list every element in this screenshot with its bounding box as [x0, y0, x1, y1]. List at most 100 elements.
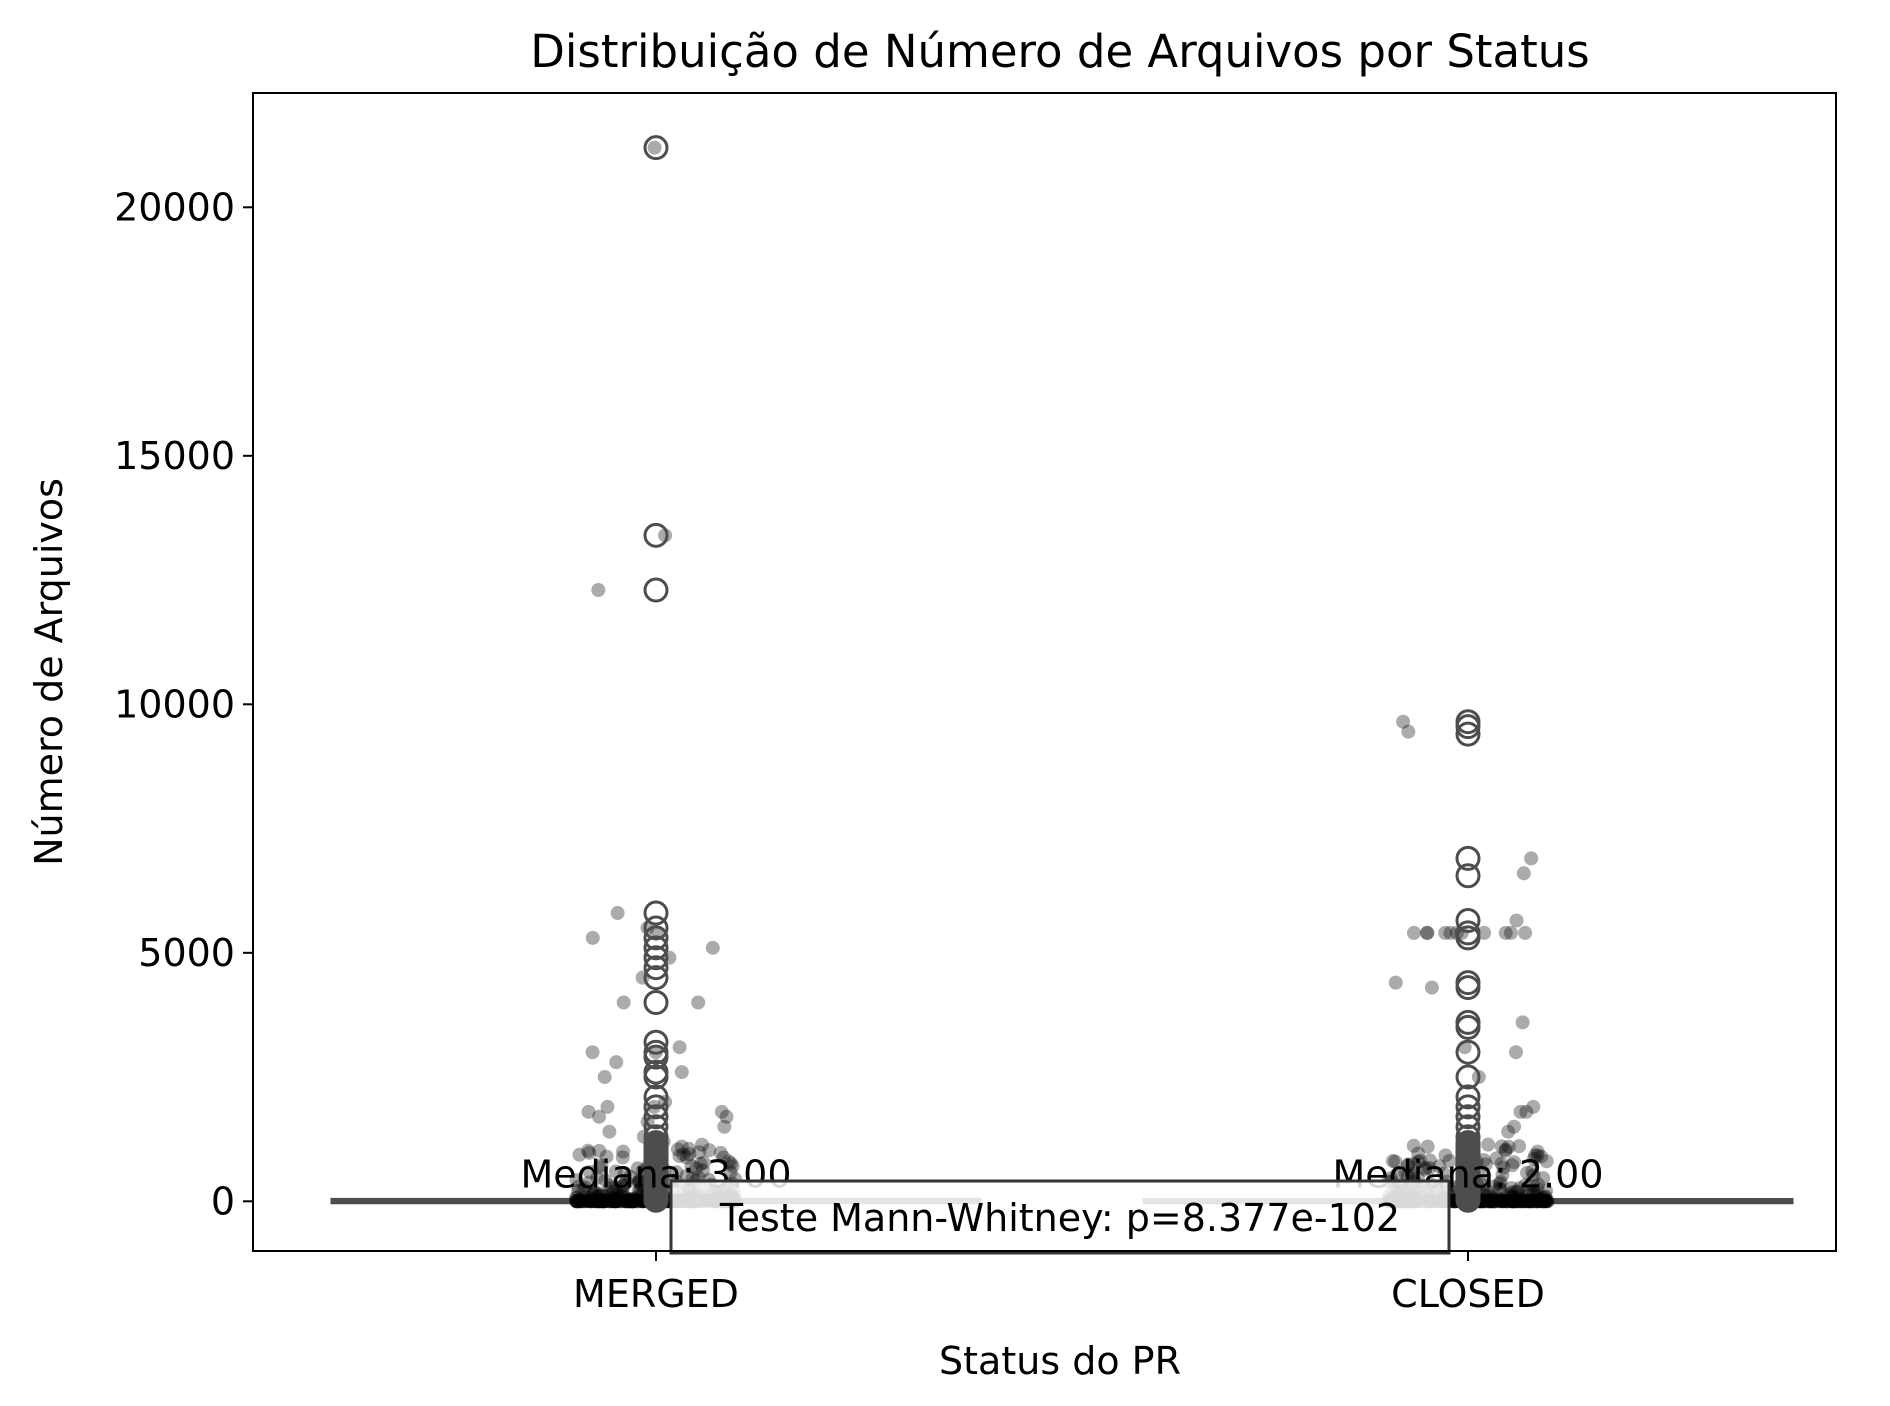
jitter-point	[608, 1194, 623, 1209]
jitter-point	[576, 1182, 591, 1197]
jitter-point	[1521, 1194, 1536, 1209]
jitter-point	[621, 1194, 636, 1209]
jitter-point	[1516, 1194, 1531, 1209]
jitter-point	[569, 1190, 584, 1205]
jitter-point	[1533, 1191, 1548, 1206]
mann-whitney-annotation: Teste Mann-Whitney: p=8.377e-102	[669, 1179, 1451, 1255]
jitter-point	[1526, 1151, 1541, 1166]
jitter-point	[1538, 1194, 1553, 1209]
jitter-point	[618, 1191, 633, 1206]
jitter-point	[610, 1190, 625, 1205]
jitter-point	[1515, 1191, 1530, 1206]
jitter-point	[1400, 1157, 1415, 1172]
jitter-point	[1388, 1154, 1403, 1169]
jitter-point	[669, 1165, 684, 1180]
jitter-point	[621, 1194, 636, 1209]
jitter-point	[624, 1192, 639, 1207]
jitter-point	[1534, 1193, 1549, 1208]
jitter-point	[610, 906, 625, 921]
jitter-point	[616, 995, 631, 1010]
jitter-point	[1496, 1160, 1511, 1175]
jitter-point	[595, 1194, 610, 1209]
jitter-point	[1506, 1194, 1521, 1209]
outlier-marker	[643, 577, 669, 603]
jitter-point	[1484, 1190, 1499, 1205]
jitter-point	[592, 1193, 607, 1208]
jitter-point	[630, 1194, 645, 1209]
jitter-point	[682, 1147, 697, 1162]
jitter-point	[1509, 1194, 1524, 1209]
jitter-point	[1513, 1104, 1528, 1119]
jitter-point	[705, 940, 720, 955]
jitter-point	[1520, 1165, 1535, 1180]
jitter-point	[1487, 1194, 1502, 1209]
outlier-marker	[643, 900, 669, 926]
outlier-marker	[643, 990, 669, 1016]
jitter-point	[689, 1161, 704, 1176]
jitter-point	[594, 1158, 609, 1173]
jitter-point	[1509, 1194, 1524, 1209]
outlier-layer	[643, 135, 1481, 1213]
jitter-point	[632, 1174, 647, 1189]
jitter-point	[614, 1194, 629, 1209]
jitter-point	[694, 1137, 709, 1152]
outlier-marker	[643, 1064, 669, 1090]
jitter-point	[1484, 1194, 1499, 1209]
jitter-point	[1505, 1194, 1520, 1209]
jitter-point	[1507, 1155, 1522, 1170]
jitter-point	[1401, 724, 1416, 739]
jitter-point	[579, 1193, 594, 1208]
jitter-point	[1487, 1179, 1502, 1194]
jitter-point	[1526, 1183, 1541, 1198]
jitter-point	[1535, 1194, 1550, 1209]
jitter-point	[623, 1194, 638, 1209]
jitter-point	[607, 1194, 622, 1209]
jitter-point	[681, 1141, 696, 1156]
jitter-point	[608, 1194, 623, 1209]
jitter-point	[1529, 1194, 1544, 1209]
jitter-point	[592, 1109, 607, 1124]
jitter-point	[1526, 1194, 1541, 1209]
chart-title: Distribuição de Número de Arquivos por S…	[530, 25, 1589, 78]
jitter-point	[1507, 1119, 1522, 1134]
jitter-point	[621, 1193, 636, 1208]
jitter-point	[579, 1190, 594, 1205]
jitter-point	[714, 1104, 729, 1119]
jitter-point	[1443, 925, 1458, 940]
jitter-point	[1492, 1194, 1507, 1209]
jitter-point	[572, 1147, 587, 1162]
jitter-point	[609, 1194, 624, 1209]
jitter-point	[1536, 1194, 1551, 1209]
jitter-point	[1514, 1188, 1529, 1203]
jitter-point	[615, 1150, 630, 1165]
x-axis-label: Status do PR	[939, 1339, 1181, 1383]
jitter-point	[1501, 1124, 1516, 1139]
jitter-point	[594, 1194, 609, 1209]
jitter-point	[1538, 1193, 1553, 1208]
jitter-point	[1420, 925, 1435, 940]
jitter-point	[621, 1194, 636, 1209]
jitter-point	[617, 1194, 632, 1209]
jitter-point	[574, 1194, 589, 1209]
jitter-point	[1538, 1189, 1553, 1204]
outlier-marker	[1455, 721, 1481, 747]
jitter-point	[579, 1194, 594, 1209]
jitter-point	[1504, 1189, 1519, 1204]
jitter-point	[1400, 1168, 1415, 1183]
jitter-point	[621, 1194, 636, 1209]
jitter-point	[577, 1193, 592, 1208]
jitter-point	[1398, 1166, 1413, 1181]
jitter-point	[1420, 1139, 1435, 1154]
jitter-point	[1485, 1193, 1500, 1208]
jitter-point	[1497, 1194, 1512, 1209]
jitter-point	[1499, 1194, 1514, 1209]
jitter-point	[1525, 1164, 1540, 1179]
jitter-point	[1530, 1194, 1545, 1209]
jitter-point	[1504, 1185, 1519, 1200]
jitter-point	[569, 1194, 584, 1209]
y-tick-label: 0	[211, 1179, 235, 1223]
jitter-point	[598, 1193, 613, 1208]
jitter-point	[569, 1194, 584, 1209]
jitter-point	[585, 1188, 600, 1203]
outlier-marker	[643, 1044, 669, 1070]
